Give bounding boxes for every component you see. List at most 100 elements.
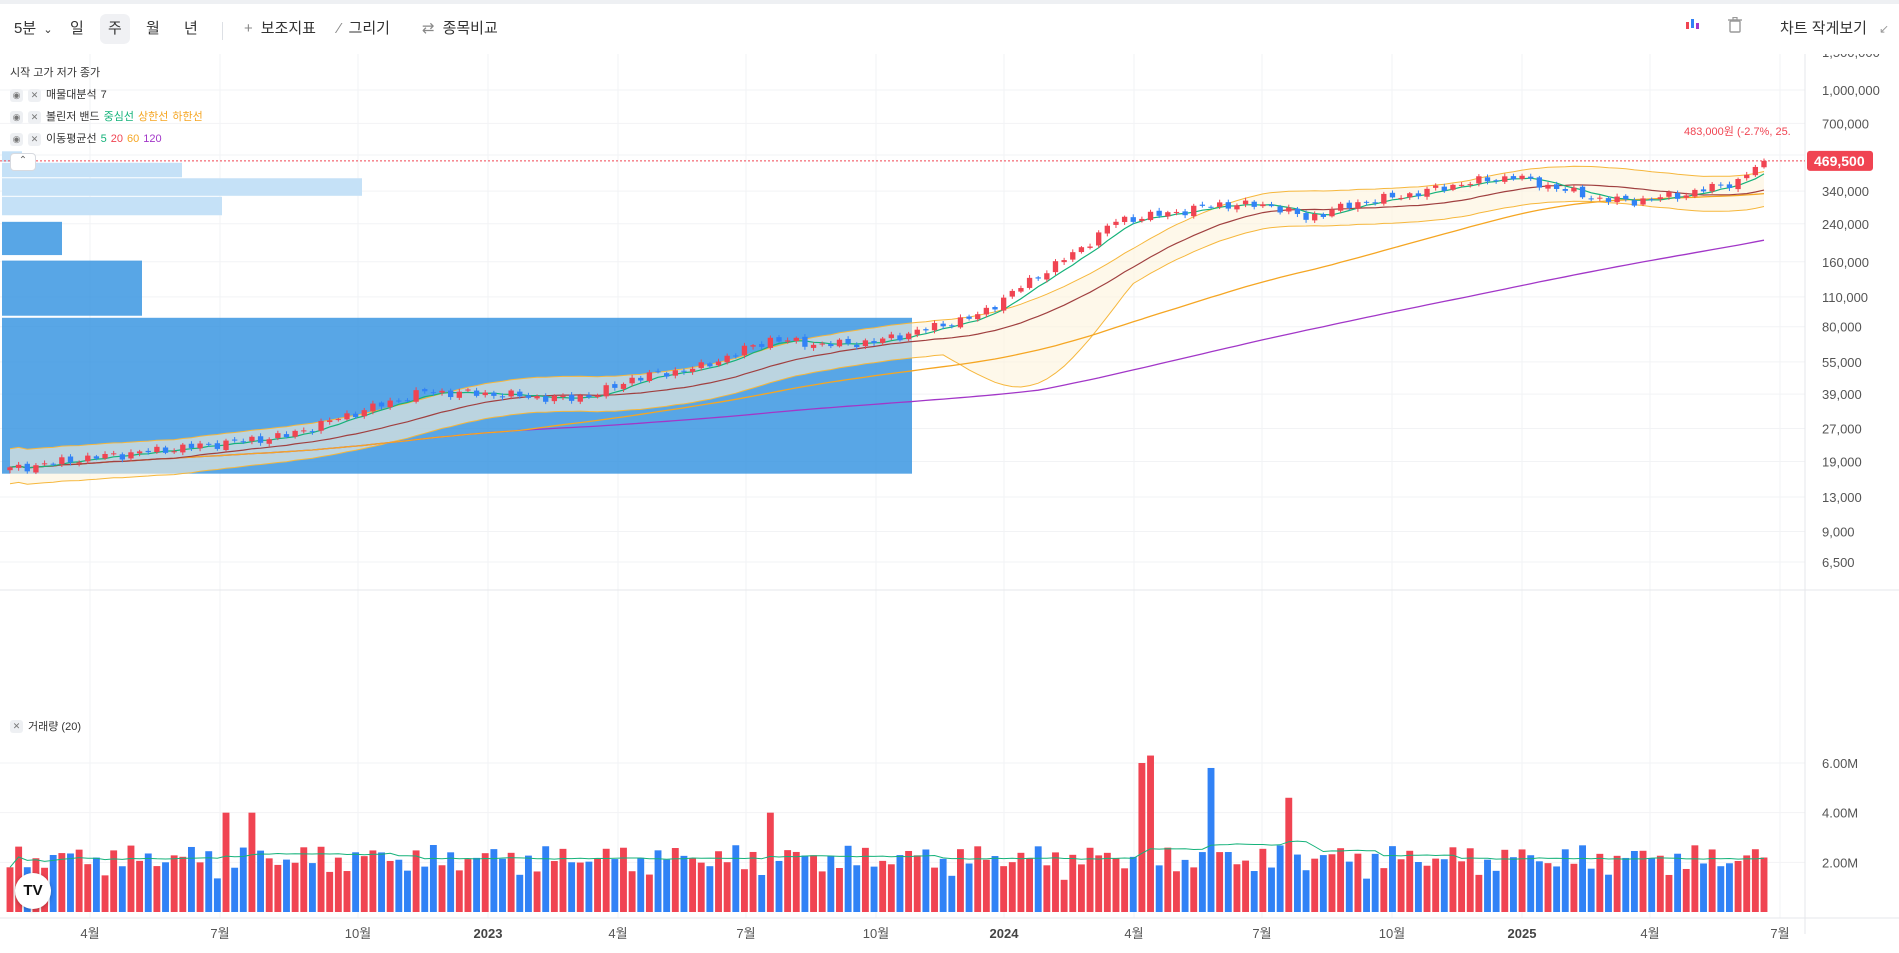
volume-bar <box>1224 852 1232 912</box>
legend-collapse-button[interactable]: ⌃ <box>10 153 36 171</box>
volume-bar <box>732 845 740 912</box>
candle-body <box>206 443 212 445</box>
candle-body <box>854 344 860 348</box>
volume-bar <box>499 858 506 912</box>
y-tick-label: 13,000 <box>1822 490 1862 505</box>
candle-style-icon[interactable] <box>1684 14 1700 44</box>
volume-bar <box>1432 858 1440 912</box>
candle-body <box>1225 202 1231 209</box>
volume-bar <box>1423 865 1431 912</box>
volume-bar <box>1311 858 1319 912</box>
eye-icon[interactable]: ◉ <box>10 88 23 102</box>
volume-bar <box>196 862 204 912</box>
draw-button[interactable]: ⁄ 그리기 <box>330 14 398 44</box>
volume-bar <box>1734 860 1742 912</box>
close-icon[interactable]: ✕ <box>28 132 41 146</box>
volume-bar <box>689 858 697 912</box>
price-chart[interactable]: 1,500,0001,000,000700,000500,000340,0002… <box>0 54 1899 953</box>
candle-body <box>689 368 696 372</box>
candle-body <box>257 436 264 443</box>
candle-body <box>897 335 903 341</box>
period-month-button[interactable]: 월 <box>146 20 160 37</box>
candle-body <box>1631 200 1638 206</box>
candle-body <box>24 463 30 472</box>
period-year-button[interactable]: 년 <box>184 20 198 37</box>
volume-bar <box>343 871 351 912</box>
volume-tick-label: 6.00M <box>1822 756 1858 771</box>
candle-body <box>439 390 445 393</box>
volume-bar <box>300 847 308 912</box>
volume-bar <box>162 862 169 912</box>
candle-body <box>871 341 877 344</box>
candle-body <box>1709 183 1715 192</box>
volume-bar <box>836 868 843 912</box>
trash-icon[interactable] <box>1728 14 1742 44</box>
candle-body <box>1458 184 1465 186</box>
eye-icon[interactable]: ◉ <box>10 132 23 146</box>
y-tick-label: 80,000 <box>1822 320 1862 335</box>
x-tick-label: 7월 <box>1770 926 1789 941</box>
volume-bar <box>1164 847 1172 912</box>
volume-bar <box>766 812 774 912</box>
candle-body <box>819 343 825 345</box>
candle-body <box>361 410 367 417</box>
volume-bar <box>144 853 152 912</box>
candle-body <box>1502 176 1508 182</box>
volume-bar <box>637 857 645 912</box>
candle-body <box>1346 202 1352 208</box>
volume-bar <box>905 850 913 912</box>
close-icon[interactable]: ✕ <box>28 88 41 102</box>
volume-bar <box>1700 863 1707 912</box>
candle-body <box>551 395 558 402</box>
eye-icon[interactable]: ◉ <box>10 110 23 124</box>
volume-bar <box>663 859 671 912</box>
period-day-button[interactable]: 일 <box>70 20 84 37</box>
candle-body <box>1216 202 1223 207</box>
candle-body <box>724 355 730 363</box>
close-icon[interactable]: ✕ <box>10 719 23 733</box>
indicators-button[interactable]: + 보조지표 <box>236 14 324 44</box>
plus-icon: + <box>244 20 253 37</box>
period-week-button[interactable]: 주 <box>100 14 130 44</box>
collapse-chart-button[interactable]: 차트 작게보기 ↙︎ <box>1780 14 1889 44</box>
candle-body <box>1139 218 1145 222</box>
volume-bar <box>265 858 273 912</box>
volume-bar <box>326 871 334 912</box>
volume-profile-bar <box>2 178 362 196</box>
candles <box>7 158 1767 475</box>
y-tick-label: 6,500 <box>1822 555 1855 570</box>
candle-body <box>335 419 342 421</box>
volume-bar <box>1181 859 1189 912</box>
candle-body <box>1242 200 1249 205</box>
x-tick-label: 2023 <box>474 926 503 941</box>
candle-body <box>111 453 117 455</box>
candle-body <box>162 447 169 453</box>
volume-bar <box>481 853 489 912</box>
candle-body <box>352 413 359 418</box>
candle-body <box>949 325 955 327</box>
candle-body <box>1165 212 1171 217</box>
volume-bar <box>1319 855 1327 912</box>
volume-bar <box>671 848 679 912</box>
candle-body <box>283 434 290 438</box>
candle-body <box>1381 193 1387 204</box>
candle-body <box>67 456 74 463</box>
bollinger-band <box>9 165 1765 485</box>
close-icon[interactable]: ✕ <box>28 110 41 124</box>
candle-body <box>1121 216 1128 223</box>
candle-body <box>1303 213 1309 220</box>
volume-bar <box>110 850 118 912</box>
volume-bar <box>801 855 809 912</box>
candle-body <box>1294 208 1301 215</box>
interval-dropdown[interactable]: 5분 ⌄ <box>6 14 61 44</box>
candle-body <box>318 420 324 431</box>
volume-bar <box>870 866 878 912</box>
ma20-line <box>9 184 1765 469</box>
volume-bar <box>360 856 368 912</box>
volume-bar <box>386 860 394 912</box>
candle-body <box>223 440 229 451</box>
compare-button[interactable]: ⇄ 종목비교 <box>414 14 506 44</box>
volume-bar <box>1190 867 1198 912</box>
volume-bar <box>222 812 230 912</box>
volume-bar <box>1302 870 1310 912</box>
